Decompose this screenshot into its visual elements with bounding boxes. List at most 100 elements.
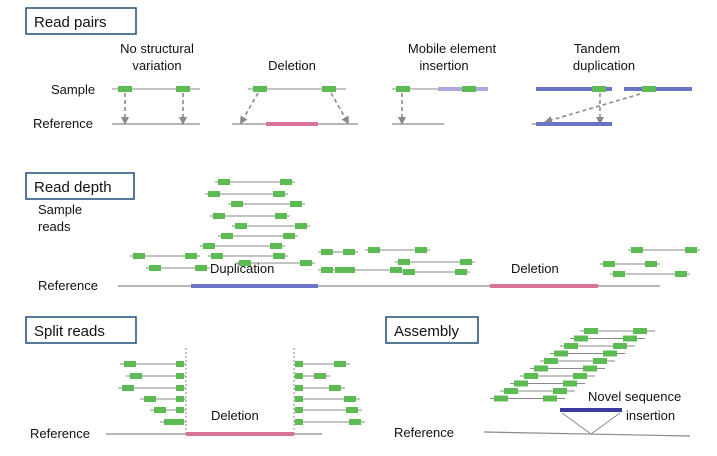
read-segment <box>343 249 355 255</box>
read-segment <box>290 201 302 207</box>
read-depth-reference-label: Reference <box>38 278 98 293</box>
read-segment <box>185 253 197 259</box>
case-deletion: Deletion <box>232 58 358 126</box>
read-segment <box>544 358 558 364</box>
read-segment <box>460 259 472 265</box>
read-segment <box>211 253 223 259</box>
sample-reads-label-line2: reads <box>38 219 71 234</box>
read-segment <box>584 328 598 334</box>
read-segment <box>563 380 577 387</box>
read-segment <box>415 247 427 253</box>
sample-reads-label-line1: Sample <box>38 202 82 217</box>
read-segment <box>494 395 508 402</box>
read-segment <box>645 261 657 267</box>
read-segment <box>144 396 156 402</box>
split-reads-header-box <box>25 316 137 344</box>
split-reads-panel: Split reads Deletion Reference <box>25 316 365 441</box>
read-segment <box>623 335 637 342</box>
read-segment <box>149 265 161 271</box>
read-segment <box>239 260 251 266</box>
assembly-reference-label: Reference <box>394 425 454 440</box>
split-reads-deletion-label: Deletion <box>211 408 259 423</box>
read-segment <box>524 373 538 379</box>
read-segment <box>334 361 346 367</box>
read-segment <box>593 358 607 364</box>
read-segment <box>368 247 380 253</box>
read-depth-deletion-label: Deletion <box>511 261 559 276</box>
read-segment <box>164 419 176 425</box>
read-segment <box>176 396 184 402</box>
case-mei-caption-line2: insertion <box>419 58 468 73</box>
case-td-caption-line1: Tandem <box>574 41 620 56</box>
mapping-arrow <box>330 92 349 125</box>
read-segment <box>203 243 215 249</box>
read-depth-title: Read depth <box>34 179 112 196</box>
assembly-reference-line <box>483 431 691 437</box>
read-segment <box>280 179 292 185</box>
read-pairs-header-box <box>25 7 137 35</box>
read-segment <box>295 223 307 229</box>
read-segment <box>592 86 606 92</box>
read-depth-sample-reads <box>130 179 700 277</box>
read-segment <box>176 385 184 391</box>
case-mobile-element-insertion: Mobile element insertion <box>392 41 497 125</box>
insertion-connector <box>590 412 621 435</box>
read-segment <box>133 253 145 259</box>
read-segment <box>122 385 134 391</box>
case-td-caption-line2: duplication <box>573 58 635 73</box>
read-segment <box>218 179 230 185</box>
read-segment <box>118 86 132 92</box>
read-segment <box>343 267 355 273</box>
read-pairs-reference-label: Reference <box>33 116 93 131</box>
read-segment <box>295 419 303 425</box>
read-segment <box>613 271 625 277</box>
read-segment <box>564 343 578 349</box>
split-read-alignments <box>118 361 365 425</box>
read-segment <box>283 233 295 239</box>
read-segment <box>603 350 617 357</box>
duplication-label: Duplication <box>210 261 274 276</box>
read-segment <box>130 373 142 379</box>
read-segment <box>270 243 282 249</box>
read-segment <box>195 265 207 271</box>
read-segment <box>176 361 184 367</box>
read-segment <box>534 365 548 372</box>
read-segment <box>295 407 303 413</box>
read-segment <box>685 247 697 253</box>
mapping-arrow <box>240 92 259 125</box>
read-pairs-panel: Read pairs Sample Reference No structura… <box>25 7 692 131</box>
read-segment <box>553 388 567 394</box>
case-mei-caption-line1: Mobile element <box>408 41 497 56</box>
read-segment <box>631 247 643 253</box>
read-segment <box>176 419 184 425</box>
assembly-title: Assembly <box>394 323 460 340</box>
mapping-arrow <box>544 93 641 124</box>
read-segment <box>231 201 243 207</box>
read-segment <box>583 365 597 372</box>
read-segment <box>543 395 557 402</box>
read-segment <box>349 419 361 425</box>
read-pairs-sample-label: Sample <box>51 82 95 97</box>
assembled-reads <box>490 328 655 402</box>
case-tandem-duplication: Tandem duplication <box>532 41 692 126</box>
split-reads-title: Split reads <box>34 323 105 340</box>
read-segment <box>176 373 184 379</box>
read-segment <box>273 191 285 197</box>
read-segment <box>504 388 518 394</box>
novel-insertion-label-line2: insertion <box>626 408 675 423</box>
read-segment <box>642 86 656 92</box>
read-segment <box>573 373 587 379</box>
read-segment <box>176 407 184 413</box>
read-segment <box>154 407 166 413</box>
read-segment <box>403 269 415 275</box>
split-reads-reference-label: Reference <box>30 426 90 441</box>
read-segment <box>322 86 336 92</box>
read-depth-header-box <box>25 172 135 200</box>
read-segment <box>554 350 568 357</box>
read-segment <box>253 86 267 92</box>
read-segment <box>295 373 303 379</box>
case-no-sv-caption-line1: No structural <box>120 41 194 56</box>
read-segment <box>295 396 303 402</box>
read-segment <box>314 373 326 379</box>
